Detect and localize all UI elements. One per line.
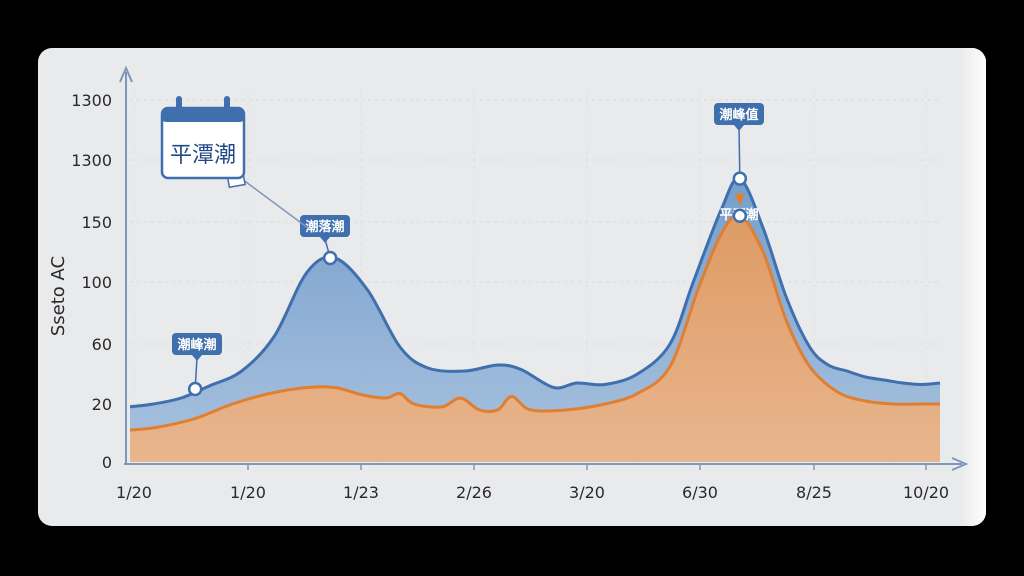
y-tick-label: 1300: [71, 151, 112, 170]
y-tick-label: 0: [102, 453, 112, 472]
y-tick-label: 1300: [71, 91, 112, 110]
data-point-marker: [732, 208, 748, 224]
x-tick-label: 10/20: [903, 483, 949, 502]
callout-pointer: [320, 237, 330, 243]
x-axis-arrow: [951, 457, 969, 471]
y-axis-title: Sseto AC: [48, 256, 69, 336]
card-edge: [960, 48, 986, 526]
x-tick-label: 1/20: [230, 483, 266, 502]
callout-pointer: [734, 125, 744, 131]
y-tick-label: 60: [92, 335, 112, 354]
y-axis-arrow: [119, 65, 133, 83]
y-tick-label: 20: [92, 395, 112, 414]
calendar-badge-label: 平潭潮: [170, 143, 236, 168]
callout: 潮落潮: [300, 215, 350, 266]
callout-box: [714, 103, 764, 125]
callout-label: 潮峰潮: [177, 337, 216, 353]
callout-leader: [738, 126, 741, 179]
x-tick-label: 2/26: [456, 483, 492, 502]
area-orange: [130, 215, 940, 462]
y-tick-label: 100: [81, 273, 112, 292]
callout-pointer: [192, 355, 202, 361]
series-areas: [129, 176, 941, 462]
y-tick-label: 150: [81, 213, 112, 232]
callout-box: [300, 215, 350, 237]
data-point-marker: [187, 381, 203, 397]
callout: 潮峰潮: [172, 333, 222, 397]
callout-label: 潮峰值: [719, 107, 758, 123]
x-tick-label: 6/30: [682, 483, 718, 502]
callout-box: [172, 333, 222, 355]
x-tick-label: 8/25: [796, 483, 832, 502]
x-tick-label: 3/20: [569, 483, 605, 502]
line-orange: [129, 213, 940, 432]
calendar-badge: 平潭潮: [160, 96, 309, 229]
callout-label: 潮落潮: [305, 219, 344, 235]
callout: 潮峰值: [714, 103, 764, 186]
callout: 平潭潮: [719, 193, 759, 224]
callout-pointer: [734, 193, 745, 206]
x-tick-label: 1/23: [343, 483, 379, 502]
data-point-marker: [732, 171, 748, 186]
x-tick-label: 1/20: [116, 483, 152, 502]
line-blue: [129, 176, 941, 409]
data-point-marker: [322, 250, 338, 266]
calendar-icon: [176, 96, 230, 114]
axes: [119, 65, 969, 471]
chart-card: 1300 1300 150 100 60 20 0 1/20 1/20 1/23 2/26 3/20 6…: [38, 48, 986, 526]
